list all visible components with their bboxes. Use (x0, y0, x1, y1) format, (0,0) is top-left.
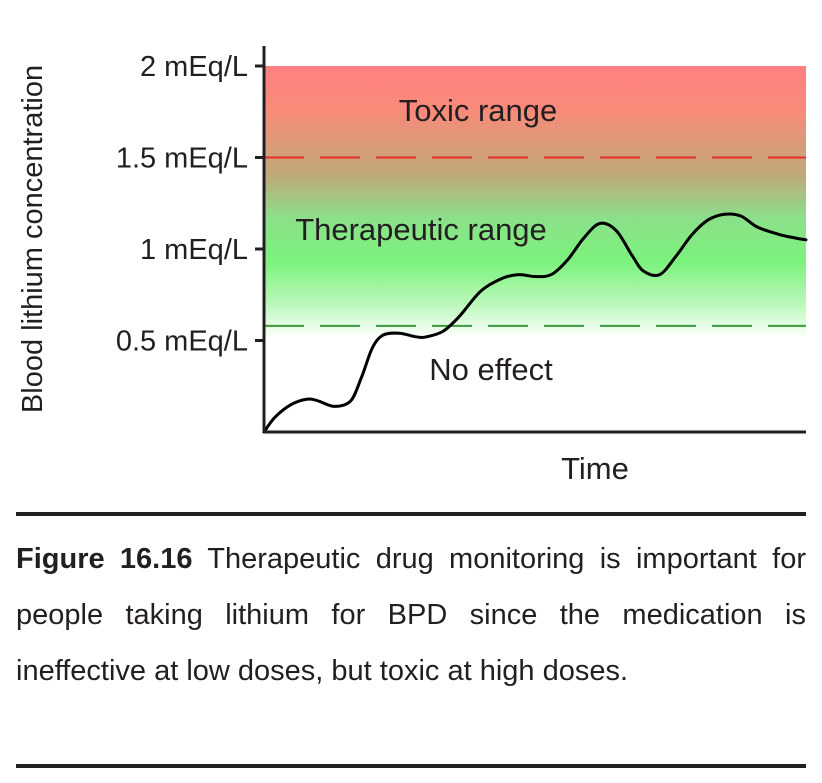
y-ticks: 0.5 mEq/L 1 mEq/L 1.5 mEq/L 2 mEq/L (116, 51, 264, 358)
figure-number: Figure 16.16 (16, 543, 193, 575)
y-tick-label: 0.5 mEq/L (116, 326, 248, 358)
caption-bottom-rule (16, 764, 806, 768)
region-label: Toxic range (399, 93, 558, 128)
y-tick-label: 1 mEq/L (140, 234, 248, 266)
y-tick-label: 1.5 mEq/L (116, 143, 248, 175)
x-axis-label: Time (561, 451, 629, 486)
region-label: Therapeutic range (295, 212, 547, 247)
y-axis-label: Blood lithium concentration (17, 65, 49, 413)
figure-caption: Figure 16.16 Therapeutic drug monitoring… (16, 531, 806, 699)
region-labels: Toxic range Therapeutic range No effect (295, 93, 557, 387)
lithium-concentration-chart: Toxic range Therapeutic range No effect 0.… (17, 46, 808, 486)
caption-text: Therapeutic drug monitoring is important… (16, 543, 806, 687)
range-band-background (264, 66, 806, 338)
y-tick-label: 2 mEq/L (140, 51, 248, 83)
threshold-lines (264, 156, 806, 327)
region-label: No effect (429, 352, 553, 387)
caption-top-rule (16, 512, 806, 516)
series-curve (262, 212, 808, 434)
